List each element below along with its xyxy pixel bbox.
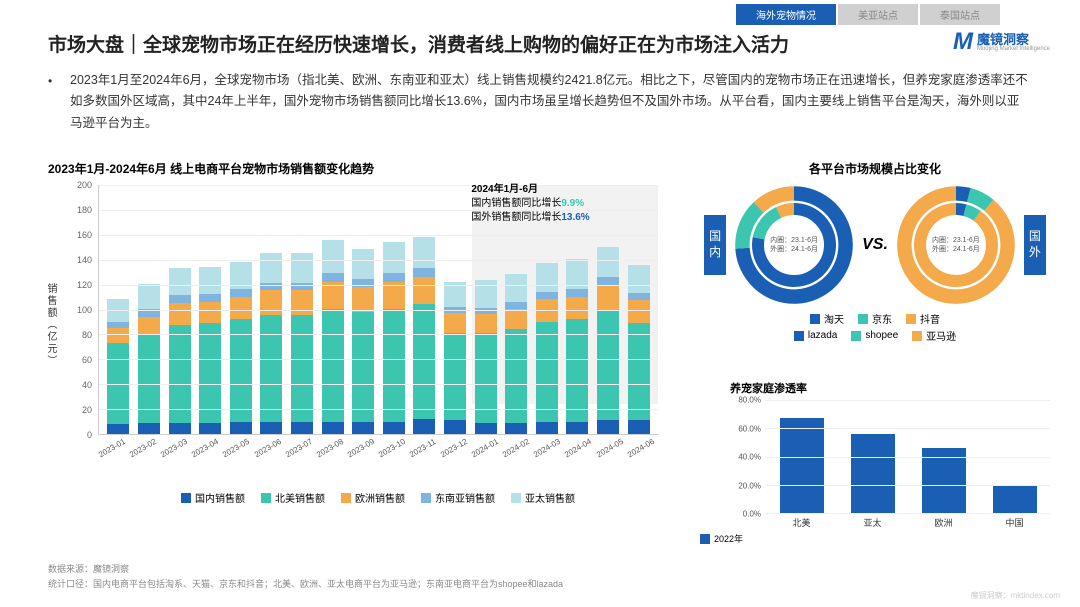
foreign-legend: lazadashopee亚马逊 xyxy=(700,328,1050,343)
bar-2023-07 xyxy=(291,253,313,434)
vs-label: VS. xyxy=(862,236,888,254)
bar-chart-title: 2023年1月-2024年6月 线上电商平台宠物市场销售额变化趋势 xyxy=(48,160,658,177)
penet-bar-北美 xyxy=(780,418,824,513)
y-axis-label: 销售额（亿元） xyxy=(43,283,58,367)
penet-bar-欧洲 xyxy=(922,448,966,513)
bar-2023-10 xyxy=(383,242,405,435)
bar-2024-05 xyxy=(597,247,619,435)
footer-scope: 统计口径：国内电商平台包括淘系、天猫、京东和抖音；北美、欧洲、亚太电商平台为亚马… xyxy=(48,577,563,591)
bar-2023-09 xyxy=(352,249,374,434)
logo-mark: M xyxy=(953,28,973,56)
bar-2023-08 xyxy=(322,240,344,434)
footer-notes: 数据来源：魔镜洞察 统计口径：国内电商平台包括淘系、天猫、京东和抖音；北美、欧洲… xyxy=(48,562,563,591)
bar-2023-06 xyxy=(260,253,282,434)
donut-chart-area: 各平台市场规模占比变化 国内 内圈：23.1-6月外圈：24.1-6月 VS. … xyxy=(700,160,1050,343)
summary-paragraph: 2023年1月至2024年6月，全球宠物市场（指北美、欧洲、东南亚和亚太）线上销… xyxy=(70,70,1030,134)
logo-text-cn: 魔镜洞察 xyxy=(977,33,1050,46)
bar-chart-area: 2023年1月-2024年6月 线上电商平台宠物市场销售额变化趋势 销售额（亿元… xyxy=(48,160,658,465)
bar-2023-01 xyxy=(107,299,129,434)
bullet: • xyxy=(48,74,52,88)
domestic-donut: 内圈：23.1-6月外圈：24.1-6月 xyxy=(734,185,854,305)
growth-annotation: 2024年1月-6月国内销售额同比增长9.9%国外销售额同比增长13.6% xyxy=(471,183,589,225)
page-title: 市场大盘｜全球宠物市场正在经历快速增长，消费者线上购物的偏好正在为市场注入活力 xyxy=(48,30,789,57)
foreign-label: 国外 xyxy=(1024,215,1046,274)
penetration-legend: 2022年 xyxy=(700,532,1050,545)
bar-chart: 销售额（亿元） 020406080100120140160180200 2023… xyxy=(48,185,658,465)
domestic-legend: 淘天京东抖音 xyxy=(700,311,1050,326)
bar-chart-legend: 国内销售额北美销售额欧洲销售额东南亚销售额亚太销售额 xyxy=(98,490,658,505)
tab-0[interactable]: 海外宠物情况 xyxy=(736,4,836,25)
footer-source: 数据来源：魔镜洞察 xyxy=(48,562,563,576)
source-watermark: 魔镜洞察：mktindex.com xyxy=(971,590,1060,601)
logo-text-en: Moojing Market Intelligence xyxy=(977,46,1050,52)
bar-2023-12 xyxy=(444,282,466,435)
penet-bar-亚太 xyxy=(851,434,895,513)
brand-logo: M 魔镜洞察 Moojing Market Intelligence xyxy=(953,28,1050,56)
donut-chart-title: 各平台市场规模占比变化 xyxy=(700,160,1050,177)
tab-1[interactable]: 美亚站点 xyxy=(838,4,918,25)
tab-2[interactable]: 泰国站点 xyxy=(920,4,1000,25)
domestic-label: 国内 xyxy=(704,215,726,274)
penetration-chart-title: 养宠家庭渗透率 xyxy=(730,380,1050,396)
foreign-donut: 内圈：23.1-6月外圈：24.1-6月 xyxy=(896,185,1016,305)
penetration-chart-area: 养宠家庭渗透率 0.0%20.0%40.0%60.0%80.0% 北美亚太欧洲中… xyxy=(700,380,1050,545)
bar-2024-01 xyxy=(475,280,497,434)
penet-bar-中国 xyxy=(993,485,1037,513)
nav-tabs: 海外宠物情况美亚站点泰国站点 xyxy=(736,4,1000,25)
